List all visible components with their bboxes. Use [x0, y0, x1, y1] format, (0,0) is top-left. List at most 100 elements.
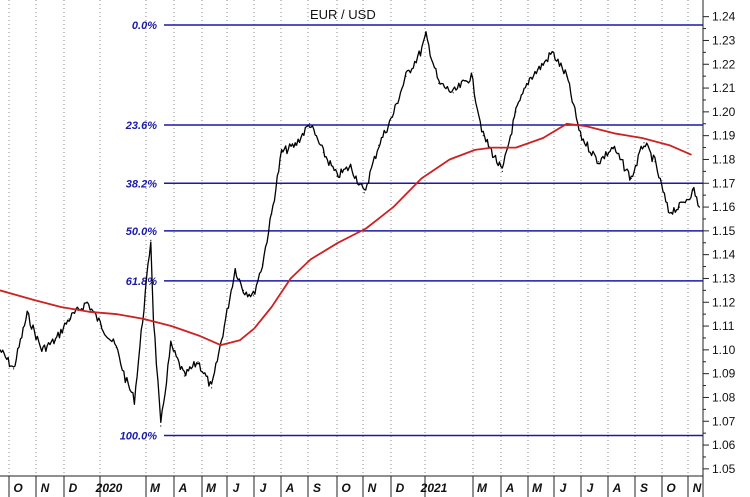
y-tick-label: 1.14: [712, 248, 736, 262]
price-point: [223, 325, 225, 327]
price-point: [170, 344, 172, 346]
price-point: [363, 192, 365, 194]
x-tick-label: A: [612, 481, 622, 495]
ma-point: [613, 132, 615, 134]
price-point: [482, 135, 484, 137]
price-point: [211, 387, 213, 389]
y-tick-label: 1.16: [712, 200, 736, 214]
price-point: [183, 375, 185, 377]
price-point: [336, 175, 338, 177]
ma-point: [116, 313, 118, 315]
price-point: [281, 151, 283, 153]
ma-point: [491, 147, 493, 149]
price-series: [0, 31, 701, 427]
x-tick-label: A: [285, 481, 295, 495]
x-tick-label: J: [560, 481, 567, 495]
ma-point: [449, 158, 451, 161]
price-point: [124, 377, 126, 379]
x-tick-label: M: [477, 481, 488, 495]
x-tick-label: J: [587, 481, 594, 495]
y-tick-label: 1.06: [712, 438, 736, 452]
price-point: [698, 206, 701, 208]
price-point: [542, 63, 544, 65]
x-tick-label: D: [396, 481, 405, 495]
price-point: [378, 144, 380, 146]
y-tick-label: 1.13: [712, 271, 736, 285]
y-tick-label: 1.20: [712, 105, 736, 119]
price-point: [294, 144, 296, 146]
price-point: [0, 349, 1, 351]
y-tick-label: 1.07: [712, 414, 736, 428]
price-point: [425, 35, 427, 37]
x-tick-label: O: [341, 481, 351, 495]
price-point: [515, 111, 517, 113]
price-point: [261, 263, 264, 265]
fibonacci-levels: 0.0% 23.6% 38.2% 50.0% 61.8% 100.0%: [120, 20, 703, 443]
price-point: [579, 135, 582, 137]
x-tick-label: S: [640, 481, 648, 495]
price-point: [133, 399, 135, 401]
x-tick-label: M: [206, 481, 217, 495]
ma-point: [220, 344, 222, 346]
x-tick-label: A: [505, 481, 515, 495]
ma-point: [690, 154, 692, 156]
price-point: [391, 116, 393, 118]
y-tick-label: 1.09: [712, 367, 736, 381]
x-tick-label: M: [532, 481, 543, 495]
ma-point: [253, 327, 255, 329]
price-point: [309, 123, 311, 125]
price-point: [597, 161, 600, 163]
price-point: [405, 75, 407, 77]
x-tick-label: M: [150, 481, 161, 495]
ma-point: [337, 242, 339, 244]
price-point: [438, 82, 440, 84]
price-point: [152, 318, 155, 320]
price-point: [643, 142, 645, 144]
fib-label: 0.0%: [132, 20, 157, 32]
fib-label: 38.2%: [126, 178, 157, 190]
y-tick-label: 1.08: [712, 390, 736, 404]
price-point: [470, 75, 472, 77]
ma-point: [641, 137, 643, 139]
y-tick-label: 1.10: [712, 343, 736, 357]
price-point: [612, 147, 614, 149]
price-point: [26, 313, 28, 315]
y-tick-label: 1.11: [712, 319, 735, 333]
x-tick-label: S: [313, 481, 321, 495]
fib-label: 61.8%: [126, 276, 157, 288]
x-tick-label: 2020: [95, 481, 123, 495]
moving-average-line: [0, 122, 692, 346]
x-tick-label: O: [13, 481, 23, 495]
price-point: [654, 161, 656, 163]
price-point: [693, 189, 695, 191]
x-tick-label: 2021: [420, 481, 448, 495]
price-point: [528, 77, 531, 80]
x-tick-label: J: [260, 481, 267, 495]
price-point: [234, 268, 236, 270]
x-tick-label: N: [368, 481, 377, 495]
price-point: [271, 213, 273, 215]
ma-point: [88, 311, 90, 313]
ma-point: [566, 123, 568, 125]
price-point: [68, 318, 70, 320]
price-point: [252, 294, 254, 296]
ma-point: [515, 147, 517, 149]
price-point: [322, 151, 324, 153]
x-tick-label: D: [69, 481, 78, 495]
ma-point: [60, 306, 62, 308]
x-tick-label: A: [178, 481, 188, 495]
y-tick-label: 1.23: [712, 33, 736, 47]
price-point: [41, 349, 43, 351]
y-tick-label: 1.12: [712, 295, 736, 309]
ma-point: [365, 227, 367, 230]
y-tick-label: 1.24: [712, 10, 736, 24]
y-tick-label: 1.15: [712, 224, 736, 238]
price-point: [350, 166, 352, 168]
fib-label: 100.0%: [120, 431, 158, 443]
ma-point: [668, 144, 671, 146]
price-point: [667, 211, 670, 213]
price-point: [419, 51, 422, 54]
ma-point: [239, 339, 241, 341]
ma-point: [290, 277, 292, 280]
